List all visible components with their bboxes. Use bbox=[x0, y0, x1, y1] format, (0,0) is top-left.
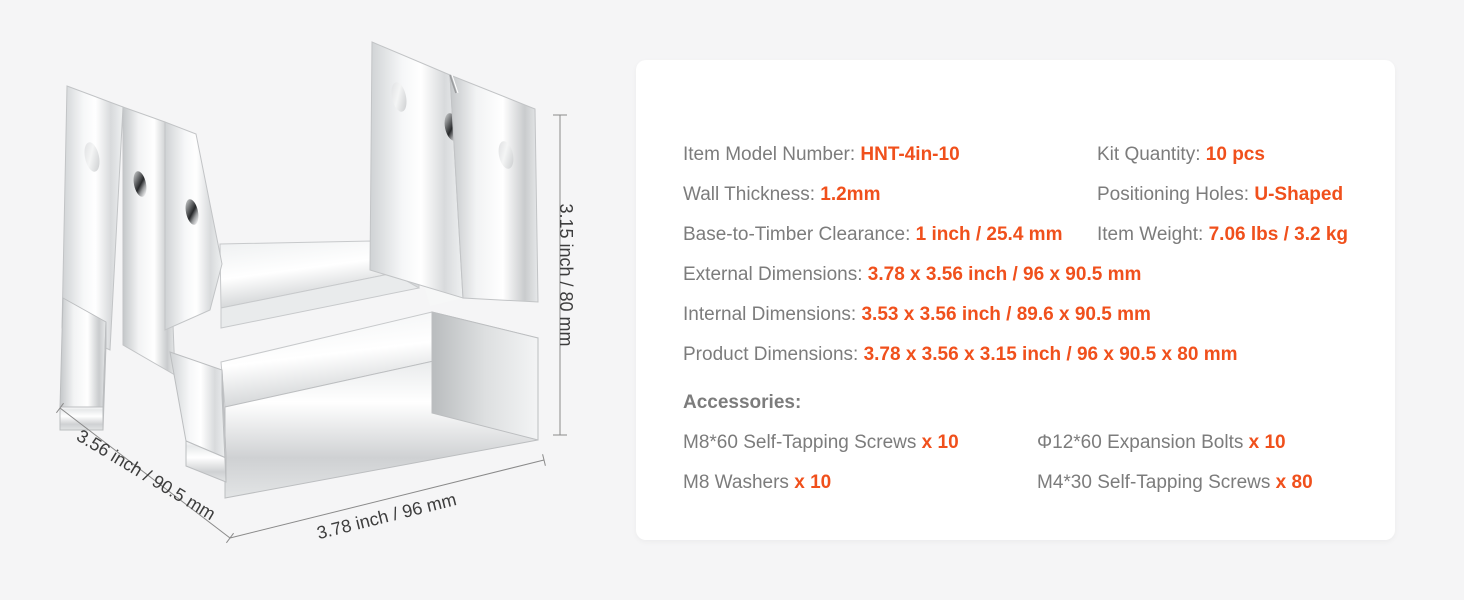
svg-text:3.15 inch / 80 mm: 3.15 inch / 80 mm bbox=[556, 203, 576, 346]
svg-text:3.78 inch / 96 mm: 3.78 inch / 96 mm bbox=[315, 489, 459, 543]
